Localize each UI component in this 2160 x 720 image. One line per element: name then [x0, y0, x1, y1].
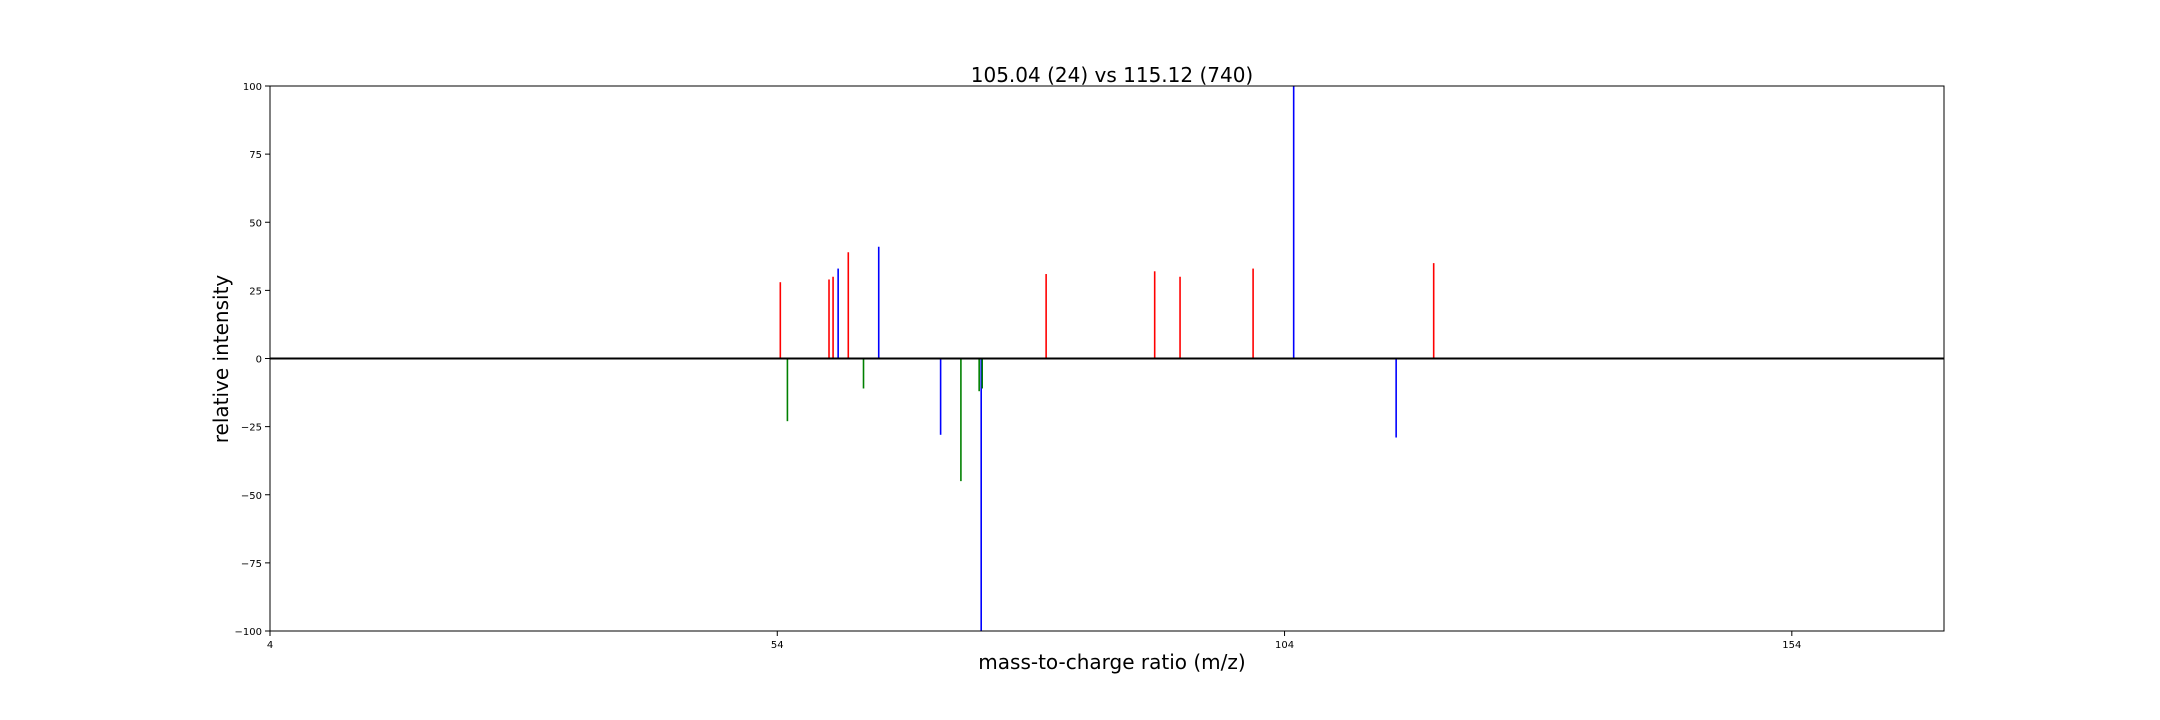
y-axis-label: relative intensity — [209, 275, 233, 444]
y-tick-label: −25 — [241, 423, 262, 434]
y-tick-label: −75 — [241, 559, 262, 570]
x-tick-label: 4 — [267, 640, 273, 651]
x-tick-label: 154 — [1782, 640, 1801, 651]
x-tick-label: 104 — [1275, 640, 1294, 651]
x-tick-label: 54 — [771, 640, 784, 651]
chart-title: 105.04 (24) vs 115.12 (740) — [971, 63, 1253, 87]
peaks-group — [779, 86, 1435, 631]
y-tick-label: −50 — [241, 491, 262, 502]
y-tick-label: −100 — [235, 627, 262, 638]
x-axis: 4 54 104 154 — [267, 631, 1801, 651]
y-axis: −100 −75 −50 −25 0 25 50 75 100 — [235, 82, 270, 638]
y-tick-label: 25 — [249, 286, 262, 297]
x-axis-label: mass-to-charge ratio (m/z) — [978, 650, 1245, 674]
y-tick-label: 100 — [243, 82, 262, 93]
y-tick-label: 50 — [249, 218, 262, 229]
y-tick-label: 75 — [249, 150, 262, 161]
y-tick-label: 0 — [256, 355, 262, 366]
